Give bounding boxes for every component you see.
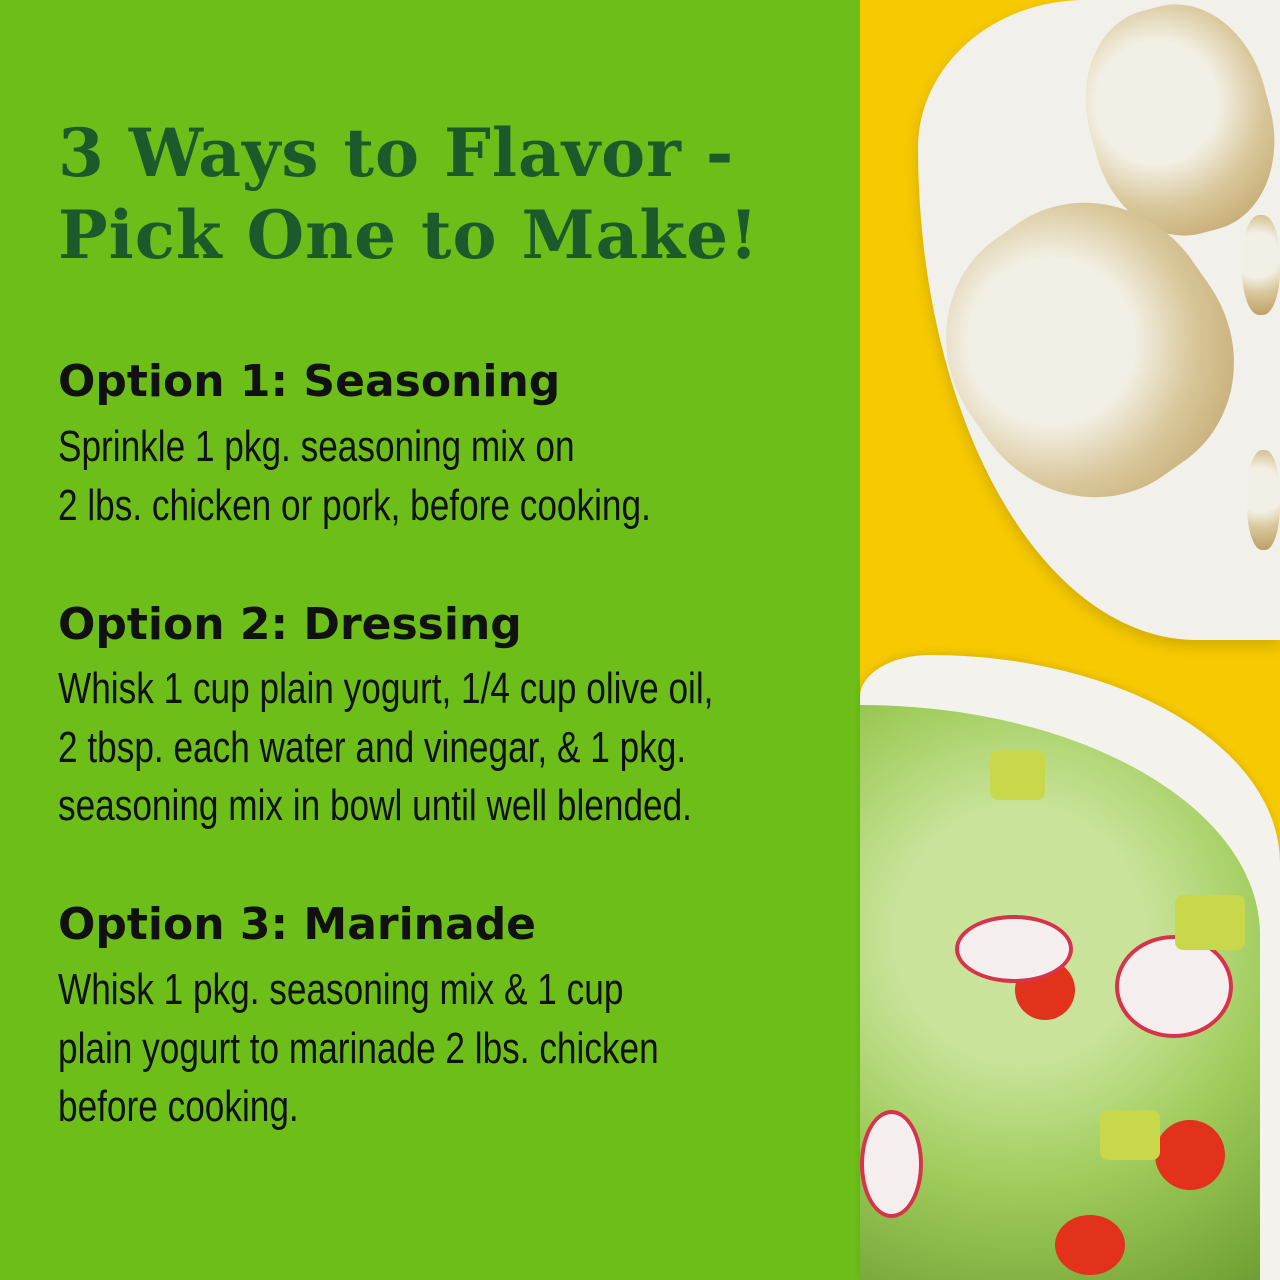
body-line: Whisk 1 cup plain yogurt, 1/4 cup olive … [58, 664, 714, 713]
radish [1115, 935, 1233, 1038]
body-line: before cooking. [58, 1082, 299, 1131]
title-line-1: 3 Ways to Flavor - [58, 114, 735, 192]
option-1-heading: Option 1: Seasoning [58, 356, 561, 407]
body-line: seasoning mix in bowl until well blended… [58, 781, 692, 830]
tomato [1155, 1120, 1225, 1190]
title-line-2: Pick One to Make! [58, 196, 760, 274]
radish [860, 1110, 923, 1218]
avocado [990, 750, 1045, 800]
body-line: Sprinkle 1 pkg. seasoning mix on [58, 422, 575, 471]
body-line: 2 tbsp. each water and vinegar, & 1 pkg. [58, 722, 687, 772]
option-3-body: Whisk 1 pkg. seasoning mix & 1 cup plain… [58, 961, 659, 1137]
option-2-body: Whisk 1 cup plain yogurt, 1/4 cup olive … [58, 660, 713, 836]
option-2-heading: Option 2: Dressing [58, 599, 522, 650]
body-line: plain yogurt to marinade 2 lbs. chicken [58, 1023, 659, 1073]
body-line: 2 lbs. chicken or pork, before cooking. [58, 480, 651, 530]
radish [955, 915, 1073, 983]
option-3-heading: Option 3: Marinade [58, 899, 537, 950]
food-photo [860, 0, 1280, 1280]
avocado [1100, 1110, 1160, 1160]
page-title: 3 Ways to Flavor - Pick One to Make! [58, 112, 759, 276]
tomato [1055, 1215, 1125, 1275]
option-1-body: Sprinkle 1 pkg. seasoning mix on 2 lbs. … [58, 418, 651, 535]
body-line: Whisk 1 pkg. seasoning mix & 1 cup [58, 965, 624, 1014]
chicken-breast [1247, 450, 1280, 550]
text-panel: 3 Ways to Flavor - Pick One to Make! Opt… [0, 0, 860, 1280]
chicken-breast [1242, 215, 1280, 315]
avocado [1175, 895, 1245, 950]
